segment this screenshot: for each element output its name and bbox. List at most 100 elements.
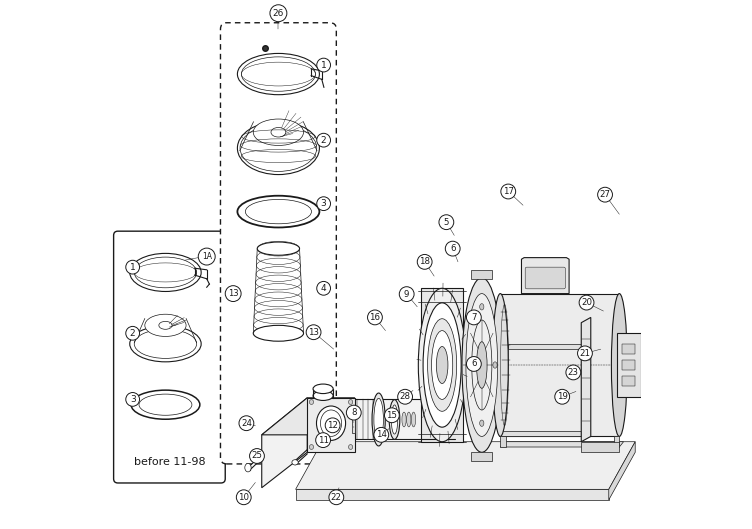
Ellipse shape bbox=[139, 394, 192, 415]
Polygon shape bbox=[421, 288, 463, 442]
Ellipse shape bbox=[271, 127, 286, 137]
Circle shape bbox=[578, 346, 593, 361]
Ellipse shape bbox=[411, 412, 416, 427]
Ellipse shape bbox=[462, 278, 502, 452]
Text: 13: 13 bbox=[308, 327, 319, 337]
Circle shape bbox=[239, 416, 254, 431]
Circle shape bbox=[317, 197, 331, 211]
Text: 10: 10 bbox=[238, 492, 249, 502]
Ellipse shape bbox=[238, 53, 320, 95]
Ellipse shape bbox=[309, 400, 314, 404]
Circle shape bbox=[270, 5, 287, 22]
Ellipse shape bbox=[428, 318, 456, 412]
Text: 27: 27 bbox=[599, 190, 611, 199]
Polygon shape bbox=[500, 436, 505, 447]
Ellipse shape bbox=[432, 331, 453, 399]
Text: 6: 6 bbox=[471, 359, 477, 369]
Text: 2: 2 bbox=[130, 329, 135, 338]
Text: 16: 16 bbox=[369, 313, 381, 322]
Text: 1: 1 bbox=[130, 262, 135, 272]
Circle shape bbox=[317, 58, 331, 72]
Ellipse shape bbox=[145, 314, 186, 336]
Circle shape bbox=[329, 490, 344, 505]
Ellipse shape bbox=[493, 294, 508, 436]
Ellipse shape bbox=[313, 391, 333, 400]
Circle shape bbox=[417, 254, 432, 269]
Polygon shape bbox=[614, 436, 620, 447]
Circle shape bbox=[466, 310, 481, 325]
Ellipse shape bbox=[135, 257, 197, 288]
Circle shape bbox=[466, 357, 481, 371]
Ellipse shape bbox=[480, 304, 484, 310]
Ellipse shape bbox=[423, 303, 461, 427]
Text: 20: 20 bbox=[581, 298, 592, 307]
Ellipse shape bbox=[493, 362, 497, 368]
FancyBboxPatch shape bbox=[114, 231, 226, 483]
Circle shape bbox=[501, 184, 516, 199]
Ellipse shape bbox=[238, 196, 320, 227]
Polygon shape bbox=[521, 258, 569, 294]
Circle shape bbox=[347, 405, 361, 420]
Circle shape bbox=[566, 365, 581, 380]
Polygon shape bbox=[472, 270, 493, 279]
FancyBboxPatch shape bbox=[622, 360, 635, 370]
Text: 9: 9 bbox=[404, 289, 409, 299]
Circle shape bbox=[126, 326, 140, 340]
Ellipse shape bbox=[418, 288, 466, 442]
Ellipse shape bbox=[374, 398, 384, 441]
Circle shape bbox=[317, 281, 331, 295]
Circle shape bbox=[236, 490, 251, 505]
Text: before 11-98: before 11-98 bbox=[134, 457, 205, 467]
Text: 5: 5 bbox=[444, 217, 449, 227]
Polygon shape bbox=[296, 489, 609, 500]
Text: 3: 3 bbox=[130, 395, 135, 404]
Polygon shape bbox=[581, 317, 591, 442]
FancyBboxPatch shape bbox=[220, 23, 336, 464]
Polygon shape bbox=[262, 398, 355, 435]
Polygon shape bbox=[508, 344, 581, 349]
Text: 6: 6 bbox=[450, 244, 456, 253]
Ellipse shape bbox=[241, 57, 315, 91]
Text: 18: 18 bbox=[419, 257, 430, 267]
Polygon shape bbox=[609, 442, 635, 500]
Circle shape bbox=[399, 287, 414, 302]
Text: 23: 23 bbox=[568, 368, 579, 377]
Ellipse shape bbox=[309, 444, 314, 449]
Ellipse shape bbox=[131, 390, 200, 419]
Circle shape bbox=[579, 295, 594, 310]
Ellipse shape bbox=[466, 362, 471, 368]
Circle shape bbox=[325, 418, 340, 433]
Ellipse shape bbox=[348, 444, 353, 449]
Text: 11: 11 bbox=[317, 435, 329, 445]
Circle shape bbox=[126, 260, 140, 274]
Ellipse shape bbox=[407, 412, 411, 427]
Ellipse shape bbox=[348, 400, 353, 404]
Polygon shape bbox=[296, 442, 635, 489]
Text: 26: 26 bbox=[273, 8, 284, 18]
Ellipse shape bbox=[253, 325, 304, 341]
Text: 22: 22 bbox=[331, 492, 342, 502]
Polygon shape bbox=[472, 452, 493, 461]
Ellipse shape bbox=[240, 125, 317, 171]
Ellipse shape bbox=[238, 122, 320, 175]
Ellipse shape bbox=[480, 420, 484, 426]
Text: 1: 1 bbox=[321, 60, 326, 70]
Text: 13: 13 bbox=[228, 289, 238, 298]
FancyBboxPatch shape bbox=[622, 344, 635, 354]
Ellipse shape bbox=[292, 460, 299, 465]
Ellipse shape bbox=[253, 119, 304, 145]
Ellipse shape bbox=[313, 384, 333, 394]
Ellipse shape bbox=[159, 321, 172, 329]
Circle shape bbox=[317, 133, 331, 147]
Circle shape bbox=[199, 248, 215, 265]
Ellipse shape bbox=[390, 400, 400, 439]
Circle shape bbox=[398, 389, 413, 404]
Text: 25: 25 bbox=[251, 451, 262, 461]
Circle shape bbox=[126, 393, 140, 406]
Text: 7: 7 bbox=[471, 313, 477, 322]
Circle shape bbox=[374, 427, 389, 442]
Ellipse shape bbox=[391, 405, 398, 434]
Text: 4: 4 bbox=[321, 284, 326, 293]
Circle shape bbox=[384, 408, 399, 423]
Ellipse shape bbox=[611, 294, 627, 436]
